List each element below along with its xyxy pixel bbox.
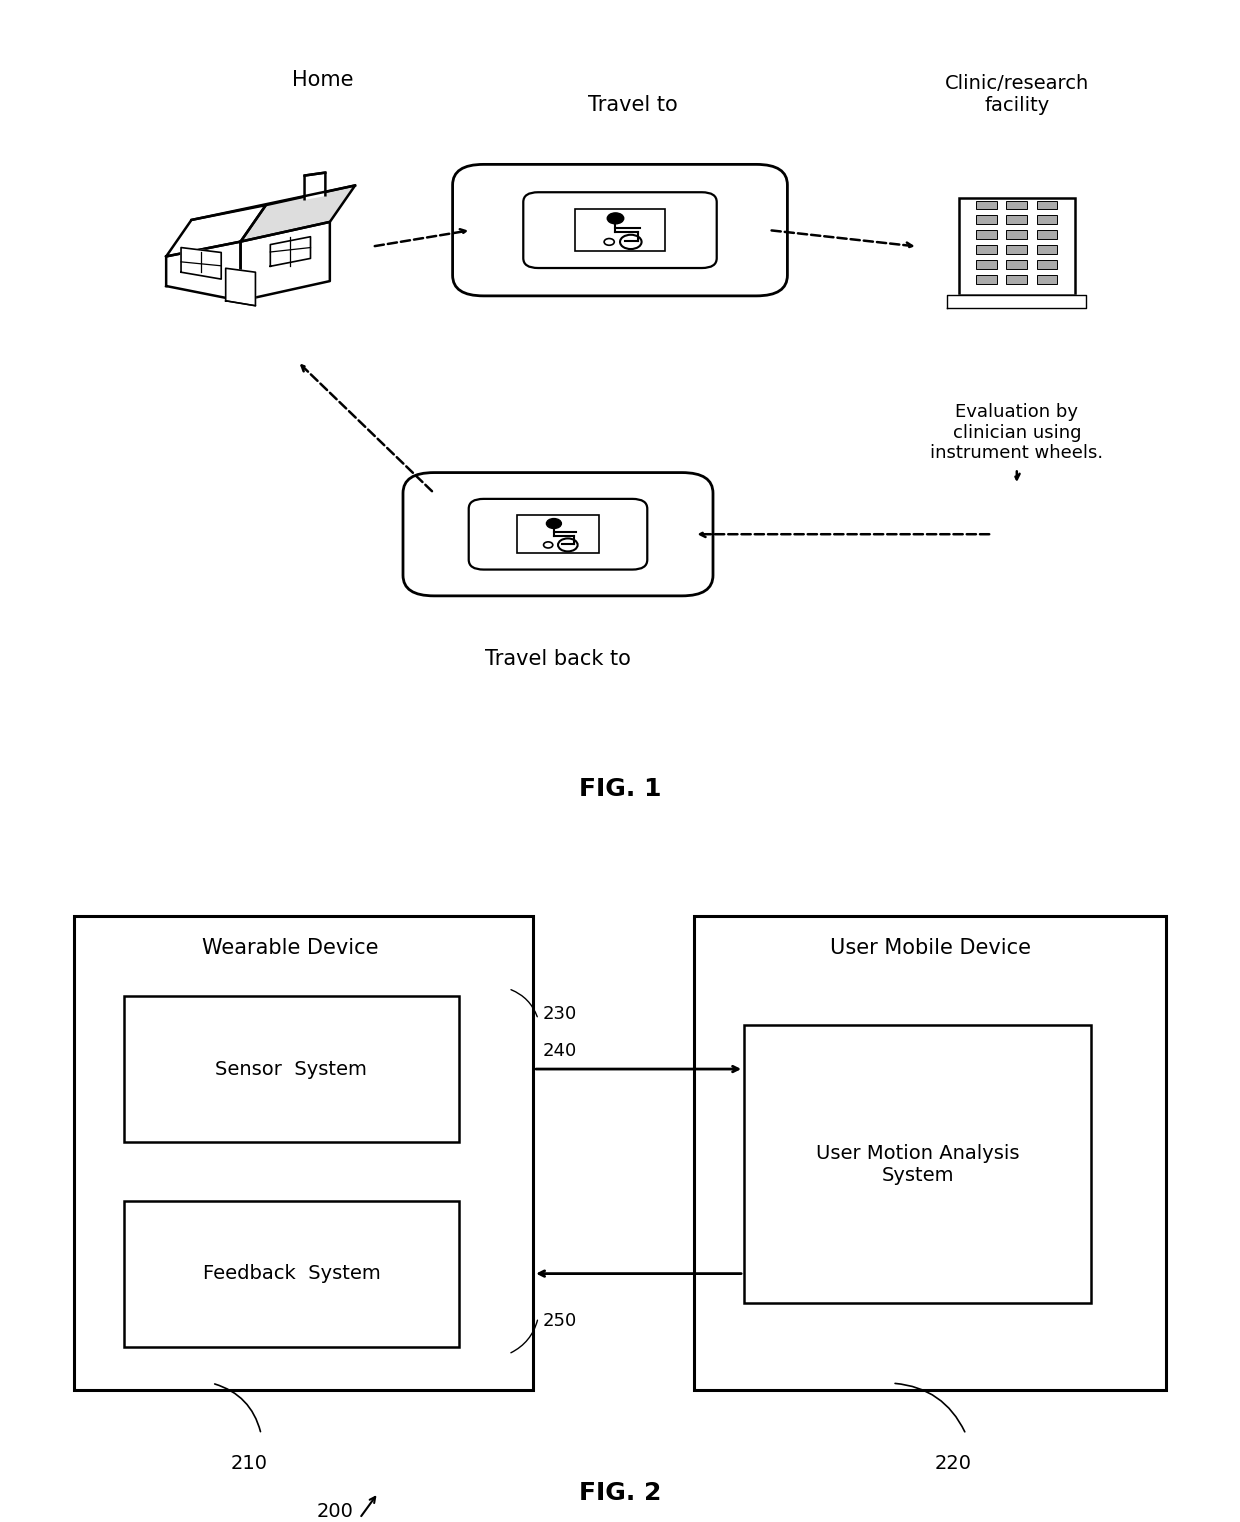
FancyBboxPatch shape: [976, 245, 997, 254]
Polygon shape: [166, 242, 241, 301]
FancyBboxPatch shape: [1037, 201, 1058, 210]
Text: Evaluation by
clinician using
instrument wheels.: Evaluation by clinician using instrument…: [930, 403, 1104, 463]
FancyBboxPatch shape: [1007, 216, 1027, 224]
Text: 200: 200: [316, 1502, 353, 1520]
Text: 210: 210: [231, 1454, 268, 1473]
FancyBboxPatch shape: [469, 499, 647, 569]
FancyBboxPatch shape: [1007, 201, 1027, 210]
Text: 250: 250: [543, 1312, 578, 1330]
Polygon shape: [226, 268, 255, 306]
Text: Wearable Device: Wearable Device: [202, 938, 378, 957]
FancyBboxPatch shape: [976, 216, 997, 224]
Circle shape: [608, 213, 624, 224]
Polygon shape: [947, 295, 1086, 307]
Polygon shape: [241, 222, 330, 301]
Text: Clinic/research
facility: Clinic/research facility: [945, 75, 1089, 116]
FancyBboxPatch shape: [453, 164, 787, 295]
Text: Travel to: Travel to: [588, 94, 677, 116]
FancyBboxPatch shape: [959, 198, 1075, 295]
Polygon shape: [270, 237, 310, 266]
FancyBboxPatch shape: [1037, 260, 1058, 269]
Text: FIG. 2: FIG. 2: [579, 1481, 661, 1505]
FancyBboxPatch shape: [694, 916, 1166, 1391]
Polygon shape: [241, 186, 355, 242]
Text: FIG. 1: FIG. 1: [579, 778, 661, 801]
FancyBboxPatch shape: [1007, 245, 1027, 254]
FancyBboxPatch shape: [74, 916, 533, 1391]
FancyBboxPatch shape: [976, 260, 997, 269]
Text: 230: 230: [543, 1005, 578, 1023]
FancyBboxPatch shape: [1007, 260, 1027, 269]
FancyBboxPatch shape: [575, 209, 665, 251]
FancyBboxPatch shape: [1037, 275, 1058, 283]
Text: Home: Home: [291, 70, 353, 90]
FancyBboxPatch shape: [1037, 216, 1058, 224]
FancyBboxPatch shape: [403, 473, 713, 597]
FancyBboxPatch shape: [124, 1201, 459, 1347]
Polygon shape: [166, 205, 265, 256]
Polygon shape: [181, 248, 221, 279]
FancyBboxPatch shape: [523, 192, 717, 268]
Text: 240: 240: [543, 1041, 578, 1059]
FancyBboxPatch shape: [976, 201, 997, 210]
FancyBboxPatch shape: [976, 275, 997, 283]
Text: Feedback  System: Feedback System: [202, 1265, 381, 1283]
FancyBboxPatch shape: [744, 1026, 1091, 1303]
Text: User Mobile Device: User Mobile Device: [830, 938, 1030, 957]
Polygon shape: [305, 172, 325, 199]
FancyBboxPatch shape: [1037, 245, 1058, 254]
Circle shape: [547, 519, 562, 528]
Text: 220: 220: [935, 1454, 972, 1473]
FancyBboxPatch shape: [976, 230, 997, 239]
Text: Travel back to: Travel back to: [485, 650, 631, 670]
FancyBboxPatch shape: [1037, 230, 1058, 239]
Text: Sensor  System: Sensor System: [216, 1059, 367, 1079]
FancyBboxPatch shape: [517, 514, 599, 554]
FancyBboxPatch shape: [124, 995, 459, 1142]
Text: User Motion Analysis
System: User Motion Analysis System: [816, 1143, 1019, 1184]
FancyBboxPatch shape: [1007, 230, 1027, 239]
FancyBboxPatch shape: [1007, 275, 1027, 283]
